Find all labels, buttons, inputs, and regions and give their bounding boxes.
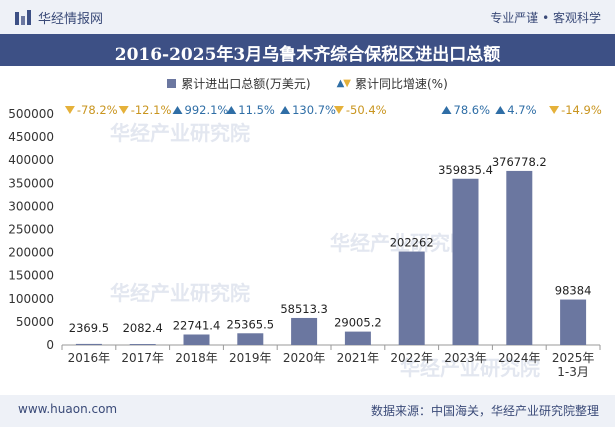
x-tick-label: 2023年 — [444, 351, 487, 365]
bar — [291, 317, 318, 345]
growth-value-label: -14.9% — [561, 103, 602, 117]
legend-growth-label: 累计同比增速(%) — [355, 77, 448, 91]
brand-name: 华经情报网 — [38, 12, 104, 27]
y-tick-label: 150000 — [8, 269, 54, 283]
y-tick-label: 400000 — [8, 153, 54, 167]
bar — [452, 178, 479, 345]
growth-value-label: 130.7% — [292, 103, 336, 117]
legend-bar-label: 累计进出口总额(万美元) — [181, 77, 311, 91]
chart-title: 2016-2025年3月乌鲁木齐综合保税区进出口总额 — [114, 45, 501, 65]
bar-value-label: 29005.2 — [334, 316, 382, 330]
bar — [75, 343, 102, 345]
x-tick-label: 2022年 — [390, 351, 433, 365]
growth-down-arrow — [118, 106, 129, 114]
bar — [506, 170, 533, 345]
growth-value-label: 78.6% — [454, 103, 491, 117]
growth-value-label: 992.1% — [185, 103, 229, 117]
growth-value-label: -78.2% — [77, 103, 118, 117]
x-tick-label: 2017年 — [121, 351, 164, 365]
footer-source: 数据来源：中国海关，华经产业研究院整理 — [370, 404, 599, 418]
growth-down-arrow — [333, 106, 344, 114]
growth-value-label: -12.1% — [131, 103, 172, 117]
bar-swatch-icon — [167, 79, 177, 88]
footer-website[interactable]: www.huaon.com — [18, 402, 118, 416]
watermark-text: 华经产业研究院 — [400, 356, 540, 380]
x-tick-label: 2021年 — [337, 351, 380, 365]
bar-value-label: 2369.5 — [69, 321, 109, 335]
bar-value-label: 58513.3 — [280, 302, 328, 316]
bar-value-label: 22741.4 — [173, 318, 221, 332]
x-tick-label: 2020年 — [283, 351, 326, 365]
bar — [237, 333, 264, 345]
growth-down-arrow — [549, 106, 560, 114]
top-bar: 华经情报网 专业严谨 • 客观科学 — [0, 0, 615, 34]
y-tick-label: 250000 — [8, 223, 54, 237]
growth-up-arrow — [495, 106, 506, 114]
bar-chart: 华经产业研究院华经产业研究院华经产业研究院华经产业研究院050000100000… — [8, 103, 602, 380]
growth-value-label: 11.5% — [238, 103, 275, 117]
y-tick-label: 450000 — [8, 130, 54, 144]
y-tick-label: 100000 — [8, 292, 54, 306]
growth-value-label: 4.7% — [507, 103, 536, 117]
x-tick-label: 1-3月 — [557, 365, 589, 379]
growth-up-arrow — [441, 106, 452, 114]
growth-up-arrow — [226, 106, 237, 114]
y-tick-label: 350000 — [8, 176, 54, 190]
x-tick-label: 2016年 — [68, 351, 111, 365]
bar-value-label: 202262 — [390, 236, 434, 250]
watermark-text: 华经产业研究院 — [110, 121, 250, 145]
growth-up-arrow — [172, 106, 183, 114]
bar — [560, 299, 587, 345]
x-tick-label: 2025年 — [552, 351, 595, 365]
tagline: 专业严谨 • 客观科学 — [490, 11, 601, 25]
brand[interactable]: 华经情报网 — [14, 8, 103, 27]
bar-value-label: 376778.2 — [492, 155, 547, 169]
y-tick-label: 500000 — [8, 107, 54, 121]
bar-value-label: 98384 — [555, 284, 592, 298]
y-tick-label: 0 — [46, 338, 54, 352]
bar-value-label: 2082.4 — [123, 321, 163, 335]
y-tick-label: 200000 — [8, 246, 54, 260]
watermark-text: 华经产业研究院 — [110, 281, 250, 305]
x-tick-label: 2019年 — [229, 351, 272, 365]
brand-logo-icon — [15, 9, 31, 25]
y-tick-label: 50000 — [16, 315, 54, 329]
bar — [344, 331, 371, 345]
y-tick-label: 300000 — [8, 199, 54, 213]
bar — [183, 334, 210, 345]
x-tick-label: 2024年 — [498, 351, 541, 365]
bar — [398, 251, 425, 345]
legend: 累计进出口总额(万美元) ▲▼ 累计同比增速(%) — [0, 75, 615, 92]
bar-value-label: 359835.4 — [438, 163, 493, 177]
legend-item-total: 累计进出口总额(万美元) — [167, 75, 311, 92]
x-tick-label: 2018年 — [175, 351, 218, 365]
growth-value-label: -50.4% — [346, 103, 387, 117]
footer: www.huaon.com 数据来源：中国海关，华经产业研究院整理 — [0, 395, 615, 427]
title-bar: 2016-2025年3月乌鲁木齐综合保税区进出口总额 — [0, 34, 615, 66]
legend-item-growth: ▲▼ 累计同比增速(%) — [337, 75, 448, 92]
growth-up-arrow — [280, 106, 291, 114]
growth-triangle-icon: ▲▼ — [336, 78, 351, 89]
bar — [129, 344, 156, 345]
growth-down-arrow — [64, 106, 75, 114]
watermark-text: 华经产业研究院 — [330, 231, 470, 255]
bar-value-label: 25365.5 — [227, 317, 275, 331]
